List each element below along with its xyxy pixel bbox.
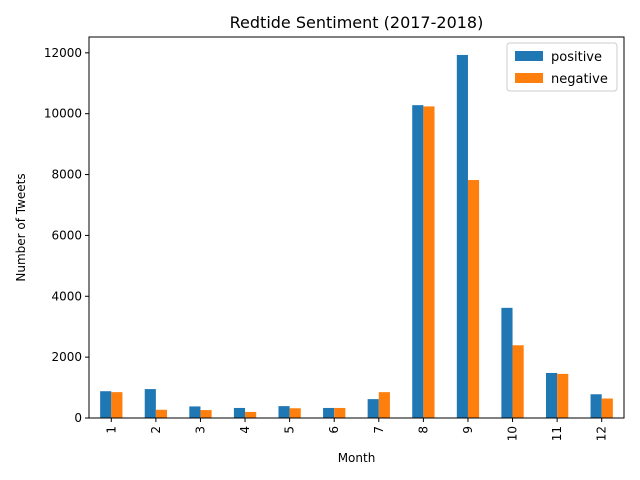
legend-swatch-positive bbox=[515, 51, 543, 61]
bar-positive-9 bbox=[456, 54, 468, 419]
x-tick-label: 5 bbox=[283, 426, 297, 434]
bar-negative-12 bbox=[601, 398, 613, 418]
x-tick-label: 8 bbox=[416, 426, 430, 434]
y-axis-label: Number of Tweets bbox=[14, 173, 28, 281]
x-tick-label: 6 bbox=[327, 426, 341, 434]
x-tick-label: 4 bbox=[238, 426, 252, 434]
bar-negative-2 bbox=[155, 409, 168, 418]
x-axis: 1 2 3 4 5 6 7 8 9 10 11 12 bbox=[104, 418, 609, 441]
y-tick-label: 0 bbox=[74, 411, 82, 425]
bar-positive-3 bbox=[189, 406, 201, 418]
bar-positive-11 bbox=[545, 372, 558, 418]
bar-positive-12 bbox=[590, 394, 602, 418]
y-tick-label: 8000 bbox=[51, 168, 82, 182]
y-tick-label: 12000 bbox=[44, 46, 82, 60]
legend: positive negative bbox=[506, 42, 618, 92]
plot-frame bbox=[88, 36, 625, 419]
bar-negative-11 bbox=[557, 373, 569, 418]
bar-negative-7 bbox=[378, 392, 390, 418]
bar-positive-6 bbox=[323, 407, 335, 418]
bar-negative-9 bbox=[467, 180, 480, 418]
bar-negative-10 bbox=[512, 345, 524, 418]
bars-group bbox=[100, 54, 613, 419]
bar-positive-8 bbox=[412, 105, 424, 418]
bar-positive-5 bbox=[278, 406, 290, 418]
bar-negative-6 bbox=[334, 407, 346, 418]
y-tick-label: 2000 bbox=[51, 350, 82, 364]
bar-negative-3 bbox=[200, 410, 212, 418]
x-tick-label: 1 bbox=[104, 426, 118, 434]
y-tick-label: 10000 bbox=[44, 107, 82, 121]
bar-negative-5 bbox=[289, 408, 301, 418]
x-axis-label: Month bbox=[338, 451, 376, 465]
legend-swatch-negative bbox=[515, 73, 543, 83]
bar-negative-4 bbox=[245, 411, 257, 418]
bar-positive-7 bbox=[367, 399, 379, 418]
x-tick-label: 9 bbox=[461, 426, 475, 434]
y-axis: 0 2000 4000 6000 8000 10000 12000 bbox=[44, 46, 89, 425]
y-tick-label: 6000 bbox=[51, 228, 82, 242]
legend-label-negative: negative bbox=[551, 72, 608, 87]
legend-label-positive: positive bbox=[551, 50, 602, 65]
bar-positive-4 bbox=[233, 407, 246, 418]
bar-negative-1 bbox=[111, 392, 123, 418]
x-tick-label: 2 bbox=[149, 426, 163, 434]
x-tick-label: 7 bbox=[372, 426, 386, 434]
x-tick-label: 11 bbox=[550, 426, 564, 441]
chart-title: Redtide Sentiment (2017-2018) bbox=[230, 13, 484, 32]
x-tick-label: 3 bbox=[193, 426, 207, 434]
x-tick-label: 10 bbox=[506, 426, 520, 441]
bar-positive-2 bbox=[144, 389, 156, 418]
bar-positive-1 bbox=[100, 391, 112, 418]
x-tick-label: 12 bbox=[595, 426, 609, 441]
y-tick-label: 4000 bbox=[51, 289, 82, 303]
bar-negative-8 bbox=[423, 106, 435, 418]
bar-positive-10 bbox=[501, 307, 513, 418]
